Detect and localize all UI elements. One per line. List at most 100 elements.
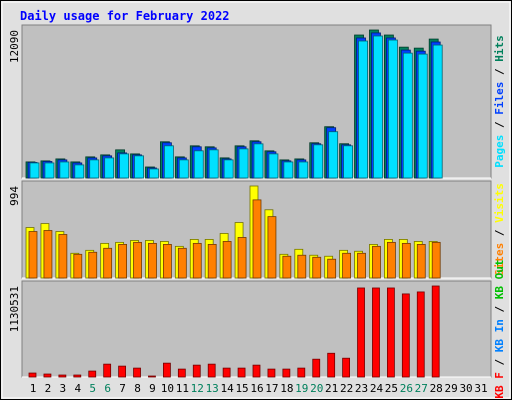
bar [207, 363, 216, 378]
bar [416, 291, 425, 378]
legend-entry: KB F [493, 372, 506, 399]
legend-separator: / [493, 115, 506, 135]
bar [29, 162, 40, 179]
bar [268, 153, 279, 179]
x-tick-label: 28 [430, 382, 443, 395]
bar [372, 287, 380, 378]
x-tick-label: 6 [104, 382, 111, 395]
bar [178, 159, 189, 179]
bar [192, 242, 202, 279]
x-tick-label: 19 [295, 382, 308, 395]
x-tick-label: 13 [206, 382, 219, 395]
bar [133, 241, 142, 279]
x-tick-label: 3 [60, 382, 67, 395]
bar [177, 247, 187, 279]
bar [373, 35, 383, 179]
legend-entry: KB In [493, 319, 506, 352]
x-tick-label: 31 [474, 382, 487, 395]
bar [297, 367, 306, 378]
x-tick-label: 26 [400, 382, 413, 395]
bar [163, 145, 174, 179]
bar [43, 230, 53, 279]
x-tick-label: 5 [89, 382, 96, 395]
bar [358, 40, 368, 179]
bar [237, 367, 246, 378]
legend-separator: / [493, 352, 506, 372]
bar [282, 368, 291, 378]
chart-title: Daily usage for February 2022 [20, 9, 230, 23]
x-tick-label: 7 [119, 382, 126, 395]
x-tick-label: 23 [355, 382, 368, 395]
bar [357, 252, 366, 279]
bar [44, 162, 55, 179]
bar [222, 367, 231, 378]
bar [134, 155, 144, 179]
bar [73, 253, 83, 279]
legend: KB F / KB In / KB Out [493, 259, 506, 398]
x-tick-label: 24 [370, 382, 384, 395]
bar [88, 251, 98, 279]
bar [59, 161, 70, 179]
bar [238, 148, 249, 179]
bar [103, 247, 113, 279]
bar [148, 375, 156, 378]
bar [149, 168, 159, 179]
x-tick-label: 1 [30, 382, 37, 395]
plot-area [21, 280, 492, 378]
y-tick-label: 1130531 [8, 286, 21, 332]
bar [432, 44, 443, 179]
bar [431, 241, 441, 279]
x-tick-label: 8 [134, 382, 141, 395]
bar [223, 159, 234, 179]
legend-entry: Files [493, 82, 506, 115]
bar [133, 367, 141, 378]
legend: Sites / Visits [493, 183, 506, 276]
bar [104, 157, 115, 179]
x-tick-label: 25 [385, 382, 398, 395]
bar [416, 244, 426, 279]
bar [119, 153, 129, 179]
bar [252, 199, 262, 279]
bar [342, 252, 352, 279]
bar [28, 231, 38, 279]
bar [118, 244, 127, 279]
bar [372, 245, 381, 279]
bar [222, 241, 232, 279]
legend-entry: Sites [493, 243, 506, 276]
y-tick-label: 994 [8, 186, 21, 206]
bar [267, 216, 277, 279]
y-tick-label: 12090 [8, 30, 21, 63]
bar [312, 358, 321, 378]
x-tick-label: 11 [176, 382, 189, 395]
bar [253, 143, 264, 179]
bar [313, 144, 324, 179]
x-tick-label: 17 [265, 382, 278, 395]
x-tick-label: 20 [310, 382, 323, 395]
bar [89, 159, 100, 179]
bar [162, 244, 172, 279]
bar [237, 237, 247, 279]
bar [118, 365, 126, 378]
bar [252, 364, 261, 378]
bar [58, 374, 67, 378]
x-tick-label: 9 [149, 382, 156, 395]
bar [387, 39, 398, 179]
bar [74, 164, 85, 179]
x-tick-label: 22 [340, 382, 353, 395]
bar [343, 145, 354, 179]
x-tick-label: 2 [45, 382, 52, 395]
bar [328, 131, 339, 179]
bar [327, 258, 337, 279]
bar [28, 372, 37, 378]
bar [162, 362, 171, 378]
x-tick-label: 27 [415, 382, 428, 395]
legend-separator: / [493, 299, 506, 319]
bar [417, 53, 428, 179]
bar [177, 368, 186, 378]
x-tick-label: 18 [280, 382, 293, 395]
bar [103, 363, 112, 378]
x-tick-label: 30 [459, 382, 472, 395]
bar [207, 244, 217, 279]
bar [312, 256, 322, 279]
